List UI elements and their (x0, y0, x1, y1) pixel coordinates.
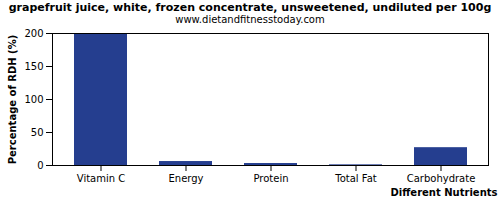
svg-text:Protein: Protein (253, 173, 288, 184)
svg-text:100: 100 (24, 94, 43, 105)
svg-text:200: 200 (24, 28, 43, 39)
html-text:www.dietandfitnesstoday.com: www.dietandfitnesstoday.com (175, 14, 325, 25)
svg-text:Carbohydrate: Carbohydrate (407, 173, 476, 184)
svg-text:0: 0 (37, 160, 43, 171)
svg-text:Energy: Energy (168, 173, 203, 184)
svg-text:Different Nutrients: Different Nutrients (391, 187, 498, 198)
svg-text:Total Fat: Total Fat (334, 173, 376, 184)
svg-text:Vitamin C: Vitamin C (77, 173, 125, 184)
svg-text:Percentage of RDH (%): Percentage of RDH (%) (7, 35, 18, 165)
svg-text:150: 150 (24, 61, 43, 72)
html-text:grapefruit juice, white, froze: grapefruit juice, white, frozen concentr… (8, 1, 492, 14)
svg-text:50: 50 (31, 127, 44, 138)
